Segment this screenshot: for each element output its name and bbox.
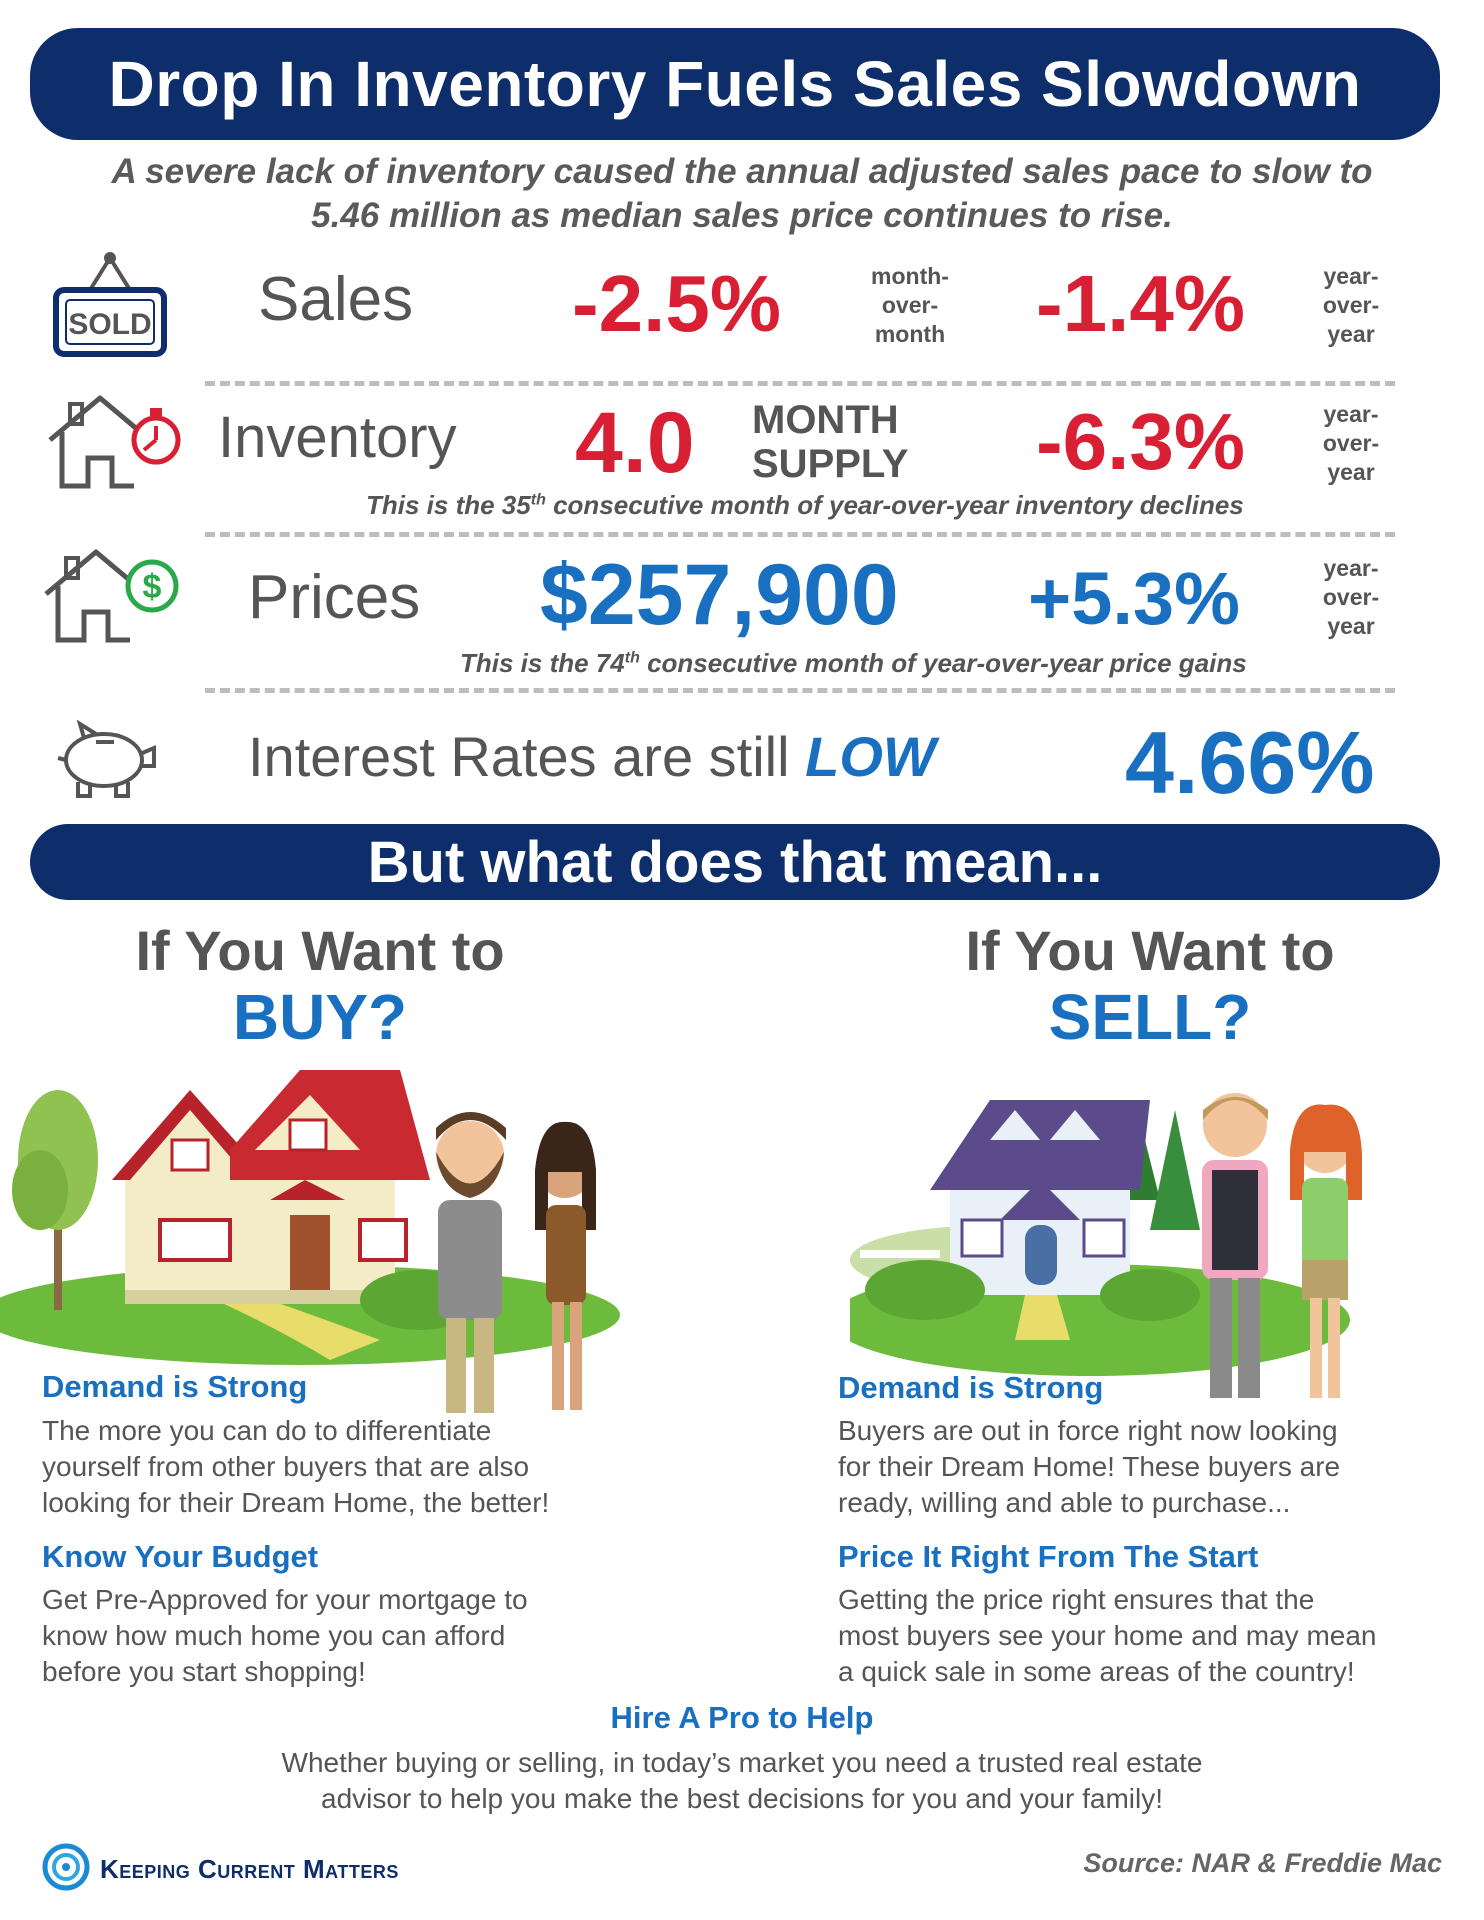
divider	[205, 532, 1395, 537]
inventory-yoy-value: -6.3%	[1036, 397, 1245, 486]
buy-section-heading: Demand is Strong	[42, 1369, 308, 1404]
inventory-unit: MONTH SUPPLY	[752, 398, 909, 486]
sell-house-illustration	[830, 1080, 1410, 1420]
subtitle-line-1: A severe lack of inventory caused the an…	[111, 152, 1373, 191]
divider	[205, 688, 1395, 693]
house-stopwatch-icon	[44, 392, 184, 492]
divider	[205, 381, 1395, 386]
rates-label: Interest Rates are still LOW	[248, 725, 936, 788]
piggy-bank-icon	[54, 719, 158, 802]
sales-mom-tag: month- over- month	[871, 263, 949, 347]
buy-heading: If You Want to BUY?	[135, 919, 505, 1053]
prices-note: This is the 74th consecutive month of ye…	[460, 648, 1247, 678]
prices-label: Prices	[248, 563, 421, 632]
prices-yoy-tag: year- over- year	[1322, 555, 1380, 639]
sales-yoy-value: -1.4%	[1036, 259, 1245, 348]
swirl-logo-icon	[42, 1843, 90, 1896]
source-text: Source: NAR & Freddie Mac	[1083, 1848, 1442, 1878]
sales-yoy-tag: year- over- year	[1322, 263, 1380, 347]
sold-sign-text: SOLD	[68, 308, 151, 341]
mid-banner: But what does that mean...	[30, 824, 1440, 900]
title-banner: Drop In Inventory Fuels Sales Slowdown	[30, 28, 1440, 140]
house-dollar-icon: $	[40, 546, 182, 646]
prices-value: $257,900	[540, 547, 899, 643]
buy-section-heading: Know Your Budget	[42, 1539, 319, 1574]
footer-body: Whether buying or selling, in today’s ma…	[281, 1747, 1203, 1814]
inventory-yoy-tag: year- over- year	[1322, 401, 1380, 485]
rates-value: 4.66%	[1125, 713, 1375, 812]
buy-section-body: Get Pre-Approved for your mortgage to kn…	[42, 1584, 528, 1687]
page-title: Drop In Inventory Fuels Sales Slowdown	[108, 48, 1362, 120]
buy-section-body: The more you can do to differentiate you…	[42, 1415, 550, 1518]
sell-section-heading: Demand is Strong	[838, 1370, 1104, 1405]
sell-heading: If You Want to SELL?	[965, 919, 1335, 1053]
sales-mom-value: -2.5%	[572, 259, 781, 348]
sold-sign-icon: SOLD	[52, 250, 168, 360]
sell-section-body: Buyers are out in force right now lookin…	[838, 1415, 1341, 1518]
sell-section-body: Getting the price right ensures that the…	[838, 1584, 1377, 1687]
inventory-note: This is the 35th consecutive month of ye…	[366, 490, 1244, 520]
footer-heading: Hire A Pro to Help	[610, 1700, 874, 1735]
buy-house-illustration	[0, 1040, 640, 1420]
subtitle: A severe lack of inventory caused the an…	[60, 150, 1424, 238]
inventory-label: Inventory	[218, 405, 457, 470]
sales-label: Sales	[258, 265, 414, 334]
mid-banner-text: But what does that mean...	[367, 829, 1103, 895]
brand-name: Keeping Current Matters	[100, 1854, 399, 1884]
subtitle-line-2: 5.46 million as median sales price conti…	[311, 196, 1173, 235]
brand-logo: Keeping Current Matters	[42, 1843, 399, 1896]
svg-text:$: $	[143, 568, 162, 606]
rates-emphasis: LOW	[805, 725, 936, 788]
prices-yoy-value: +5.3%	[1028, 557, 1240, 640]
inventory-value: 4.0	[575, 395, 695, 491]
sell-section-heading: Price It Right From The Start	[838, 1539, 1259, 1574]
